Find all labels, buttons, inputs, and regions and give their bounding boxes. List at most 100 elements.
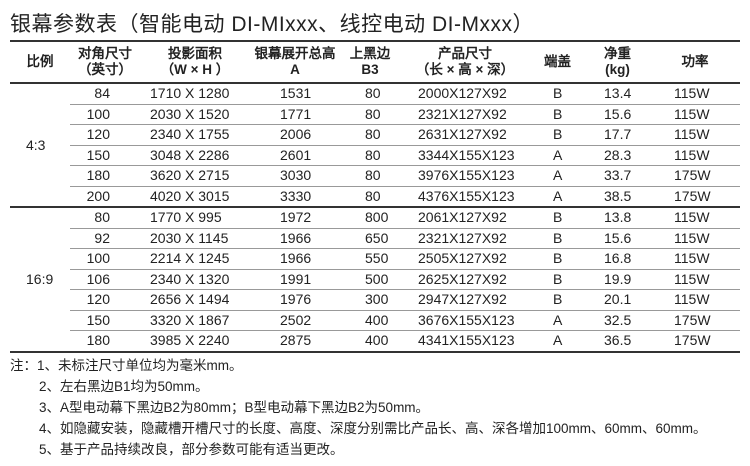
cell-product-size: 2000X127X92 [400,83,530,105]
cell-top-border: 400 [340,330,400,353]
cell-net-weight: 28.3 [585,145,650,166]
cell-net-weight: 36.5 [585,330,650,353]
cell-product-size: 2625X127X92 [400,269,530,290]
cell-top-border: 400 [340,310,400,331]
header-label: （长 × 高 × 深） [415,62,515,77]
header-label: B3 [361,62,379,77]
cell-end-cap: A [530,330,585,353]
cell-diagonal-size: 180 [70,165,140,187]
cell-end-cap: A [530,165,585,187]
cell-end-cap: B [530,228,585,249]
table-row: 120 2656 X 1494 1976 300 2947X127X92 B 20.1 115… [10,289,740,311]
header-label: 对角尺寸 [78,46,132,61]
cell-product-size: 3976X155X123 [400,165,530,187]
notes: 注：1、未标注尺寸单位均为毫米mm。 2、左右黑边B1均为50mm。 3、A型电动幕… [10,355,707,460]
cell-total-height: 1771 [250,104,340,125]
cell-end-cap: B [530,207,585,229]
header-label: (kg) [605,62,630,77]
table-row: 150 3048 X 2286 2601 80 3344X155X123 A 28.3 115… [10,145,740,166]
cell-net-weight: 15.6 [585,104,650,125]
cell-diagonal-size: 120 [70,124,140,146]
cell-projection-area: 1710 X 1280 [140,83,250,105]
header-label: 比例 [26,54,54,69]
page-title: 银幕参数表（智能电动 DI-MIxxx、线控电动 DI-Mxxx） [10,13,534,36]
cell-power: 175W [650,310,740,331]
cell-top-border: 500 [340,269,400,290]
cell-end-cap: B [530,289,585,311]
cell-total-height: 2502 [250,310,340,331]
header-ratio: 比例 [10,40,70,84]
cell-net-weight: 13.8 [585,207,650,229]
cell-total-height: 2601 [250,145,340,166]
cell-net-weight: 38.5 [585,186,650,208]
table-row: 100 2030 X 1520 1771 80 2321X127X92 B 15.6 115W [10,104,740,125]
header-projection-area: 投影面积 （W × H ） [140,40,250,84]
cell-total-height: 1966 [250,228,340,249]
cell-net-weight: 15.6 [585,228,650,249]
cell-product-size: 2947X127X92 [400,289,530,311]
cell-top-border: 80 [340,104,400,125]
cell-product-size: 4376X155X123 [400,186,530,208]
table-header-row: 比例 对角尺寸 （英寸） 投影面积 （W × H ）银幕展开总高 A 上黑边 B3 产品尺寸 （长… [10,40,740,84]
cell-total-height: 2006 [250,124,340,146]
table-row: 180 3620 X 2715 3030 80 3976X155X123 A 33.7 175… [10,165,740,187]
note-item: 4、如隐藏安装，隐藏槽开槽尺寸的长度、高度、深度分别需比产品长、高、深各增加10… [39,421,707,436]
cell-top-border: 80 [340,145,400,166]
cell-ratio: 4:3 [10,83,70,208]
cell-power: 115W [650,145,740,166]
cell-total-height: 1976 [250,289,340,311]
cell-product-size: 2321X127X92 [400,104,530,125]
cell-power: 175W [650,186,740,208]
note-item: 5、基于产品持续改良，部分参数可能有适当更改。 [39,442,344,457]
cell-diagonal-size: 80 [70,207,140,229]
cell-projection-area: 2656 X 1494 [140,289,250,311]
table-row: 120 2340 X 1755 2006 80 2631X127X92 B 17.7 115W [10,124,740,146]
table-row: 100 2214 X 1245 1966 550 2505X127X92 B 16.8 115… [10,248,740,270]
cell-total-height: 2875 [250,330,340,353]
header-label: （W × H ） [160,62,230,77]
note-item: 3、A型电动幕下黑边B2为80mm；B型电动幕下黑边B2为50mm。 [39,400,430,415]
cell-product-size: 4341X155X123 [400,330,530,353]
cell-top-border: 80 [340,165,400,187]
cell-product-size: 2061X127X92 [400,207,530,229]
table-row: 200 4020 X 3015 3330 80 4376X155X123 A 38.5 175… [10,186,740,208]
cell-power: 115W [650,248,740,270]
cell-total-height: 1966 [250,248,340,270]
cell-net-weight: 13.4 [585,83,650,105]
table-row: 92 2030 X 1145 1966 650 2321X127X92 B 15.6 115W [10,228,740,249]
header-product-size: 产品尺寸 （长 × 高 × 深） [400,40,530,84]
cell-diagonal-size: 120 [70,289,140,311]
cell-product-size: 3344X155X123 [400,145,530,166]
cell-net-weight: 19.9 [585,269,650,290]
table-row: 106 2340 X 1320 1991 500 2625X127X92 B 19.9 115… [10,269,740,290]
cell-power: 115W [650,228,740,249]
header-label: 上黑边 [349,46,391,61]
table-row: 150 3320 X 1867 2502 400 3676X155X123 A 32.5 17… [10,310,740,331]
header-label: A [290,62,300,77]
cell-total-height: 3330 [250,186,340,208]
cell-power: 175W [650,165,740,187]
cell-net-weight: 33.7 [585,165,650,187]
cell-power: 115W [650,269,740,290]
cell-diagonal-size: 92 [70,228,140,249]
cell-diagonal-size: 106 [70,269,140,290]
cell-product-size: 3676X155X123 [400,310,530,331]
cell-projection-area: 2030 X 1520 [140,104,250,125]
cell-end-cap: B [530,124,585,146]
cell-top-border: 550 [340,248,400,270]
cell-top-border: 80 [340,124,400,146]
header-label: （英寸） [78,62,132,77]
cell-end-cap: A [530,186,585,208]
cell-top-border: 80 [340,186,400,208]
cell-total-height: 3030 [250,165,340,187]
cell-diagonal-size: 150 [70,145,140,166]
cell-projection-area: 2340 X 1755 [140,124,250,146]
cell-projection-area: 4020 X 3015 [140,186,250,208]
cell-end-cap: B [530,248,585,270]
cell-projection-area: 2340 X 1320 [140,269,250,290]
cell-total-height: 1531 [250,83,340,105]
header-diagonal-size: 对角尺寸 （英寸） [70,40,140,84]
cell-power: 115W [650,104,740,125]
cell-net-weight: 16.8 [585,248,650,270]
cell-diagonal-size: 200 [70,186,140,208]
